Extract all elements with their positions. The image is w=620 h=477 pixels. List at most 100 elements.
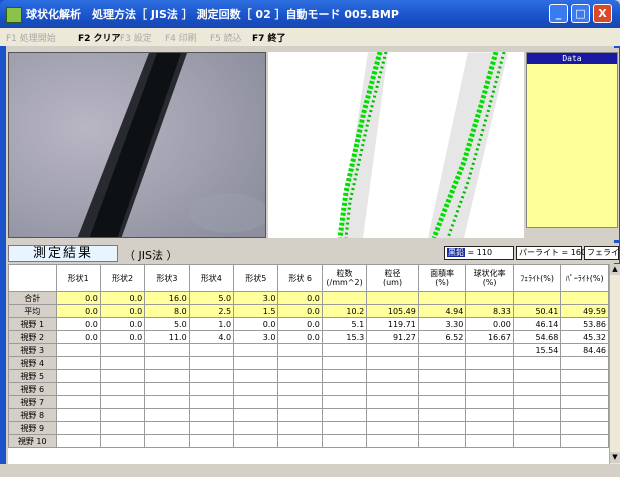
table-cell[interactable] xyxy=(188,343,235,357)
table-cell[interactable] xyxy=(233,343,279,357)
table-cell[interactable] xyxy=(99,408,146,422)
table-cell[interactable] xyxy=(560,434,609,448)
table-cell[interactable]: 15.54 xyxy=(512,343,562,357)
table-cell[interactable] xyxy=(512,369,562,383)
table-cell[interactable]: 11.0 xyxy=(144,330,190,344)
table-cell[interactable] xyxy=(512,382,562,396)
table-cell[interactable] xyxy=(366,408,419,422)
table-cell[interactable] xyxy=(366,382,419,396)
table-cell[interactable]: 8.33 xyxy=(465,304,514,318)
table-cell[interactable] xyxy=(277,382,323,396)
table-cell[interactable] xyxy=(233,369,279,383)
table-cell[interactable] xyxy=(417,369,467,383)
table-cell[interactable] xyxy=(144,356,190,370)
table-cell[interactable] xyxy=(99,369,146,383)
title-bar[interactable]: 球状化解析 処理方法［ JIS法 ］ 測定回数［ 02 ］自動モード 005.B… xyxy=(0,0,620,28)
table-cell[interactable] xyxy=(512,395,562,409)
menu-start[interactable]: F1 処理開始 xyxy=(6,34,56,44)
table-cell[interactable]: 0.0 xyxy=(233,317,279,331)
table-cell[interactable]: 2.5 xyxy=(188,304,235,318)
table-cell[interactable]: 91.27 xyxy=(366,330,419,344)
table-cell[interactable]: 0.00 xyxy=(465,317,514,331)
table-cell[interactable]: 53.86 xyxy=(560,317,609,331)
pearlite-threshold[interactable]: パーライト = 160 xyxy=(516,246,586,260)
maximize-button[interactable]: □ xyxy=(571,4,590,23)
table-cell[interactable] xyxy=(99,356,146,370)
table-cell[interactable] xyxy=(233,356,279,370)
table-cell[interactable]: 5.0 xyxy=(144,317,190,331)
scroll-up-icon[interactable]: ▲ xyxy=(610,264,620,275)
table-cell[interactable] xyxy=(55,356,101,370)
table-cell[interactable]: 46.14 xyxy=(512,317,562,331)
table-cell[interactable] xyxy=(99,382,146,396)
table-cell[interactable]: 49.59 xyxy=(560,304,609,318)
table-cell[interactable]: 0.0 xyxy=(99,304,146,318)
table-cell[interactable] xyxy=(233,395,279,409)
table-cell[interactable]: 3.0 xyxy=(233,330,279,344)
table-cell[interactable] xyxy=(560,291,609,305)
table-cell[interactable] xyxy=(277,395,323,409)
table-cell[interactable] xyxy=(188,421,235,435)
table-cell[interactable] xyxy=(233,408,279,422)
table-cell[interactable]: 0.0 xyxy=(99,330,146,344)
table-cell[interactable] xyxy=(366,395,419,409)
table-cell[interactable] xyxy=(55,369,101,383)
table-cell[interactable]: 0.0 xyxy=(55,304,101,318)
table-cell[interactable] xyxy=(560,421,609,435)
table-cell[interactable] xyxy=(99,343,146,357)
table-cell[interactable] xyxy=(465,356,514,370)
table-cell[interactable] xyxy=(512,356,562,370)
table-cell[interactable] xyxy=(417,421,467,435)
table-cell[interactable] xyxy=(277,434,323,448)
table-cell[interactable]: 0.0 xyxy=(277,317,323,331)
menu-exit[interactable]: F7 終了 xyxy=(252,34,286,44)
scroll-down-icon[interactable]: ▼ xyxy=(610,452,620,463)
table-cell[interactable] xyxy=(144,408,190,422)
table-cell[interactable] xyxy=(366,343,419,357)
table-cell[interactable] xyxy=(560,382,609,396)
minimize-button[interactable]: _ xyxy=(549,4,568,23)
table-cell[interactable] xyxy=(277,356,323,370)
table-cell[interactable] xyxy=(465,343,514,357)
table-cell[interactable]: 84.46 xyxy=(560,343,609,357)
table-cell[interactable] xyxy=(417,434,467,448)
table-cell[interactable] xyxy=(512,408,562,422)
table-cell[interactable] xyxy=(188,369,235,383)
table-cell[interactable] xyxy=(366,434,419,448)
table-cell[interactable] xyxy=(321,408,368,422)
table-cell[interactable] xyxy=(55,343,101,357)
table-cell[interactable] xyxy=(465,291,514,305)
table-cell[interactable] xyxy=(99,395,146,409)
table-cell[interactable] xyxy=(144,434,190,448)
table-cell[interactable] xyxy=(417,395,467,409)
table-cell[interactable] xyxy=(321,356,368,370)
table-cell[interactable]: 0.0 xyxy=(277,304,323,318)
table-cell[interactable] xyxy=(55,434,101,448)
table-cell[interactable]: 105.49 xyxy=(366,304,419,318)
table-cell[interactable] xyxy=(465,395,514,409)
table-cell[interactable] xyxy=(366,369,419,383)
table-cell[interactable] xyxy=(321,395,368,409)
menu-print[interactable]: F4 印刷 xyxy=(165,34,197,44)
table-cell[interactable] xyxy=(321,369,368,383)
table-cell[interactable] xyxy=(465,369,514,383)
table-cell[interactable]: 3.0 xyxy=(233,291,279,305)
table-cell[interactable] xyxy=(188,382,235,396)
table-cell[interactable] xyxy=(417,291,467,305)
table-cell[interactable]: 50.41 xyxy=(512,304,562,318)
table-cell[interactable] xyxy=(417,356,467,370)
close-button[interactable]: X xyxy=(593,4,612,23)
table-cell[interactable]: 16.0 xyxy=(144,291,190,305)
ferrite-threshold[interactable]: フェライト xyxy=(584,246,620,260)
table-cell[interactable] xyxy=(417,343,467,357)
menu-settings[interactable]: F3 設定 xyxy=(120,34,152,44)
table-cell[interactable] xyxy=(277,421,323,435)
table-cell[interactable]: 0.0 xyxy=(55,291,101,305)
table-cell[interactable]: 1.5 xyxy=(233,304,279,318)
table-cell[interactable] xyxy=(321,421,368,435)
table-cell[interactable] xyxy=(55,382,101,396)
table-cell[interactable]: 6.52 xyxy=(417,330,467,344)
table-cell[interactable] xyxy=(144,343,190,357)
table-cell[interactable] xyxy=(277,408,323,422)
menu-clear[interactable]: F2 クリア xyxy=(78,34,121,44)
